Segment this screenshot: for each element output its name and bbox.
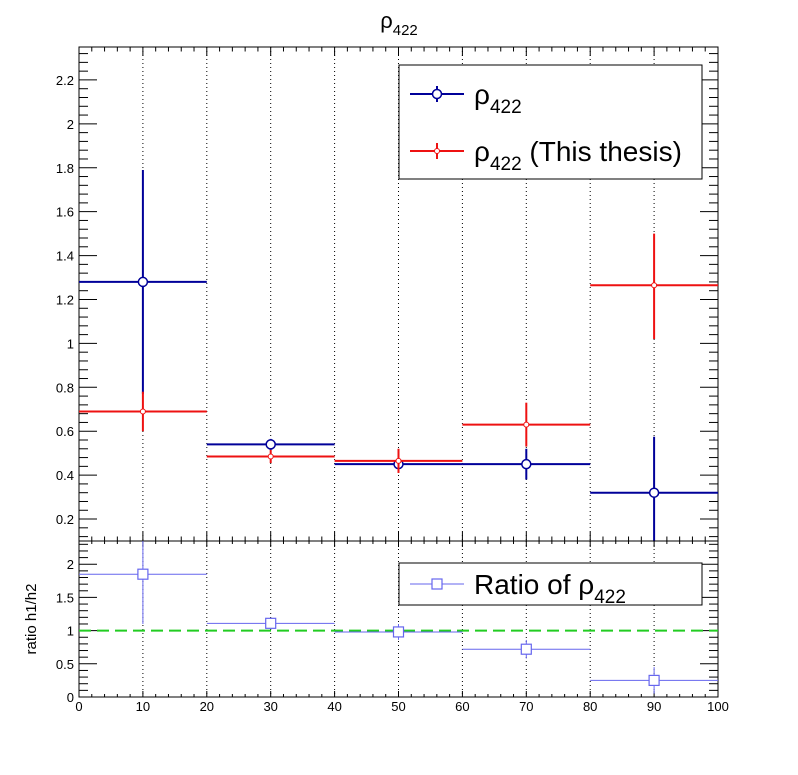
ratio-legend: Ratio of ρ422: [398, 562, 703, 608]
y-tick-label: 1.5: [56, 590, 74, 605]
y-tick-label: 1: [67, 624, 74, 639]
y-tick-label: 0.8: [56, 380, 74, 395]
y-tick-label: 2: [67, 557, 74, 572]
legend-label-main: ρ: [474, 136, 490, 167]
legend-marker: [434, 148, 440, 154]
x-tick-label: 60: [455, 699, 469, 714]
y-tick-label: 0: [67, 690, 74, 705]
legend-label-suffix: (This thesis): [522, 136, 682, 167]
x-tick-label: 10: [136, 699, 150, 714]
legend-label: ρ422 (This thesis): [474, 136, 682, 175]
legend-entry-0: ρ422: [410, 79, 522, 118]
legend-marker: [431, 578, 443, 590]
legend-entry-1: ρ422 (This thesis): [410, 136, 682, 175]
data-point: [648, 487, 660, 498]
y-tick-label: 0.6: [56, 424, 74, 439]
y-tick-label: 1.4: [56, 249, 74, 264]
data-point: [265, 617, 277, 629]
y-tick-label: 0.4: [56, 468, 74, 483]
legend-label-sub: 422: [490, 154, 522, 175]
y-axis-label: ratio h1/h2: [23, 584, 40, 655]
y-tick-label: 0.5: [56, 657, 74, 672]
data-point: [265, 439, 276, 450]
chart-title: ρ422: [380, 8, 418, 39]
x-tick-label: 80: [583, 699, 597, 714]
chart-title-main: ρ: [380, 8, 393, 33]
y-tick-label: 2: [67, 117, 74, 132]
legend-label: Ratio of ρ422: [474, 569, 626, 608]
y-tick-label: 2.2: [56, 73, 74, 88]
x-tick-label: 0: [75, 699, 82, 714]
legend-box: [398, 64, 703, 180]
data-point: [137, 276, 149, 288]
data-point: [651, 282, 658, 289]
legend-marker: [431, 88, 443, 100]
series-0: [79, 541, 718, 694]
data-point: [395, 457, 402, 464]
x-tick-label: 100: [707, 699, 729, 714]
x-tick-label: 20: [200, 699, 214, 714]
x-tick-label: 30: [263, 699, 277, 714]
data-point: [521, 458, 532, 470]
x-tick-label: 90: [647, 699, 661, 714]
legend-label-sub: 422: [594, 587, 626, 608]
x-tick-label: 40: [327, 699, 341, 714]
legend-label-sub: 422: [490, 97, 522, 118]
data-point: [267, 453, 274, 460]
legend-label-main: ρ: [474, 79, 490, 110]
chart-title-sub: 422: [393, 22, 418, 39]
data-point: [523, 421, 530, 428]
data-point: [520, 643, 532, 655]
x-tick-label: 70: [519, 699, 533, 714]
x-tick-label: 50: [391, 699, 405, 714]
legend-label-main: Ratio of ρ: [474, 569, 594, 600]
series-1: [79, 233, 718, 473]
data-point: [648, 674, 660, 687]
y-tick-label: 1: [67, 336, 74, 351]
y-tick-label: 1.6: [56, 205, 74, 220]
y-tick-label: 0.2: [56, 512, 74, 527]
data-point: [137, 568, 149, 580]
y-tick-label: 1.2: [56, 292, 74, 307]
y-tick-label: 1.8: [56, 161, 74, 176]
legend-label: ρ422: [474, 79, 522, 118]
data-point: [392, 626, 405, 638]
ratio-panel: 0 10 20 30 40 50 60 70 80 90 100 0 0.5 1 1.5 2 ratio h1/…: [23, 540, 729, 714]
data-point: [139, 408, 146, 415]
